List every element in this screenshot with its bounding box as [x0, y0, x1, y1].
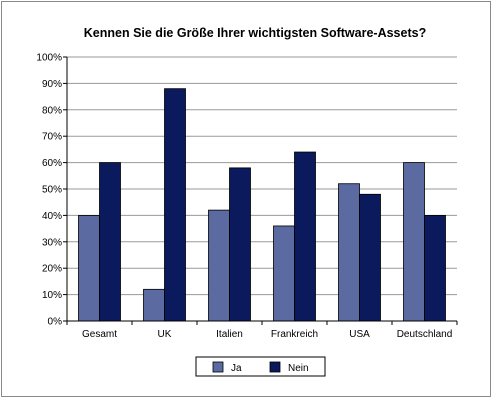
x-tick-label: Deutschland — [397, 329, 453, 340]
legend-box — [195, 356, 326, 377]
bar-nein-gesamt — [99, 162, 121, 322]
bar-nein-frankreich — [294, 151, 316, 322]
bars — [78, 88, 446, 322]
legend-swatch-nein — [269, 361, 281, 373]
y-tick-label: 20% — [42, 264, 62, 275]
bar-ja-uk — [143, 288, 165, 322]
x-axis-ticks: Gesamt UK Italien Frankreich USA Deutschland — [66, 321, 458, 340]
y-tick-label: 30% — [42, 237, 62, 248]
x-tick-label: Frankreich — [271, 329, 318, 340]
y-tick-label: 50% — [42, 185, 62, 196]
x-tick-label: Gesamt — [82, 329, 117, 340]
x-tick-label: UK — [158, 329, 172, 340]
chart-title: Kennen Sie die Größe Ihrer wichtigsten S… — [84, 26, 426, 40]
y-tick-label: 70% — [42, 132, 62, 143]
legend-label-nein: Nein — [288, 363, 309, 374]
bar-ja-frankreich — [273, 225, 295, 322]
y-tick-label: 0% — [48, 317, 63, 328]
y-tick-label: 90% — [42, 79, 62, 90]
x-tick-label: Italien — [216, 329, 243, 340]
bar-ja-usa — [338, 183, 360, 322]
y-tick-label: 10% — [42, 290, 62, 301]
y-axis-ticks: 0% 10% 20% 30% 40% 50% 60% 70% 80% 90% 100% — [36, 53, 67, 328]
grid-lines — [67, 56, 457, 296]
bar-ja-deutschland — [403, 162, 425, 322]
legend-label-ja: Ja — [231, 363, 242, 374]
bar-nein-deutschland — [424, 214, 446, 322]
bar-nein-uk — [164, 88, 186, 322]
y-tick-label: 60% — [42, 158, 62, 169]
legend: Ja Nein — [195, 356, 326, 377]
y-tick-label: 100% — [36, 53, 62, 64]
y-tick-label: 40% — [42, 211, 62, 222]
legend-swatch-ja — [212, 361, 224, 373]
y-tick-label: 80% — [42, 105, 62, 116]
bar-nein-usa — [359, 193, 381, 322]
bar-ja-italien — [208, 209, 230, 322]
x-tick-label: USA — [349, 329, 370, 340]
bar-nein-italien — [229, 167, 251, 322]
bar-ja-gesamt — [78, 214, 100, 322]
